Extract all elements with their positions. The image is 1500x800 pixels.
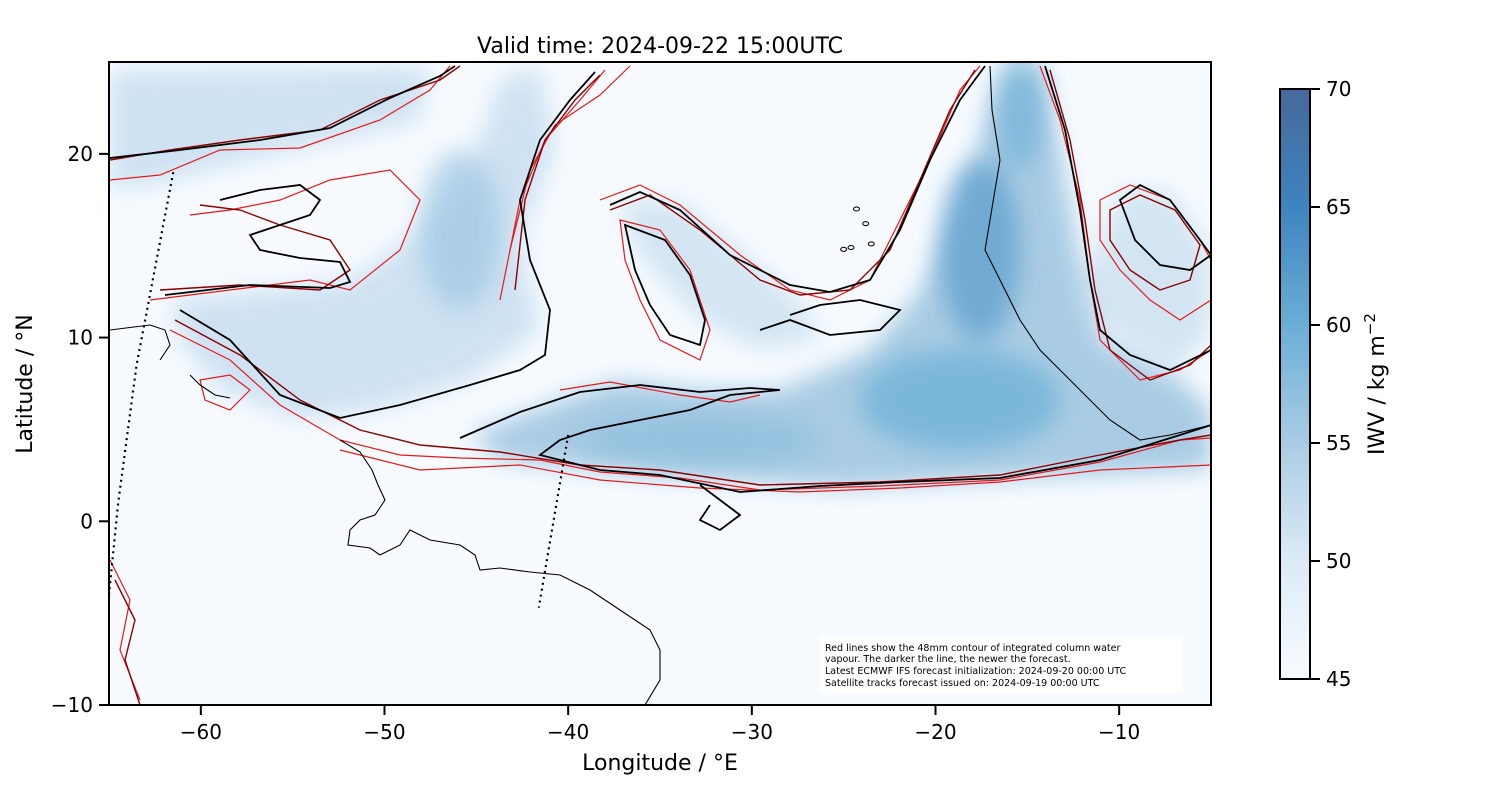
x-tick-label: −40: [547, 720, 589, 744]
y-tick-label: 20: [68, 142, 93, 166]
coastlines: [109, 65, 1211, 705]
darkred-contour-hook: [609, 69, 976, 296]
red-contour-east-blob: [1099, 184, 1211, 321]
annotation-background: [820, 637, 1183, 693]
x-tick-label: −30: [731, 720, 773, 744]
moisture-hook: [620, 200, 820, 350]
colorbar-label-exponent: −2: [1361, 313, 1379, 335]
x-tick-label: −20: [914, 720, 956, 744]
darkred-contour-west-lower: [174, 319, 1211, 486]
y-axis-label: Latitude / °N: [13, 314, 38, 453]
colorbar-label: IWV / kg m−2: [1361, 313, 1390, 455]
coastline-africa-west: [984, 65, 1211, 441]
darkred-contour-east-band: [1049, 69, 1211, 381]
x-axis-label: Longitude / °E: [582, 751, 738, 776]
darkred-contour-atlantic-ridge: [514, 74, 601, 291]
annotation-line-4: Satellite tracks forecast issued on: 202…: [825, 678, 1100, 689]
black-contour-west-upper: [109, 65, 456, 159]
x-tick-label: −60: [180, 720, 222, 744]
moisture-core-4: [420, 150, 500, 310]
moisture-core-1: [940, 160, 1020, 340]
red-contour-atlantic-ridge: [509, 65, 631, 251]
colorbar-fill: [1280, 89, 1310, 679]
iwv-field: Red lines show the 48mm contour of integ…: [109, 62, 1211, 705]
red-contour-hook-inner: [619, 219, 711, 361]
island: [853, 206, 861, 212]
iwv-maxima: [420, 62, 1060, 465]
darkred-contour-west-bottom: [114, 579, 141, 705]
black-contour-hook: [609, 65, 986, 293]
y-tick-label: 10: [68, 326, 93, 350]
cape-verde-islands: [840, 206, 875, 252]
colorbar-tick-label: 65: [1326, 195, 1351, 219]
red-contour-mid: [559, 381, 761, 403]
y-tick-label: 0: [80, 509, 93, 533]
y-tick-label: −10: [51, 693, 93, 717]
moisture-plume-west: [170, 66, 555, 420]
x-axis-ticks: −60 −50 −40 −30 −20 −10: [180, 705, 1140, 744]
moisture-core-2: [860, 350, 1060, 450]
colorbar-tick-label: 50: [1326, 549, 1351, 573]
black-contour-east-blob: [1118, 183, 1211, 271]
colorbar-frame: [1279, 88, 1311, 680]
black-contour-west-lower: [179, 71, 596, 419]
colorbar-tick-label: 70: [1326, 77, 1351, 101]
colorbar-tick-label: 45: [1326, 667, 1351, 691]
annotation-line-2: vapour. The darker the line, the newer t…: [825, 654, 1071, 665]
contours-latest: [109, 65, 1211, 532]
colorbar-label-text: IWV / kg m: [1365, 335, 1390, 455]
darkred-contour-east-blob: [1109, 194, 1201, 291]
map-panel: Red lines show the 48mm contour of integ…: [51, 61, 1212, 744]
annotation-line-1: Red lines show the 48mm contour of integ…: [825, 643, 1120, 654]
satellite-track: [109, 172, 175, 595]
moisture-core-3: [580, 415, 820, 465]
chart-title: Valid time: 2024-09-22 15:00UTC: [477, 34, 843, 59]
red-contour-islands: [199, 374, 251, 411]
black-contour-east-band: [1044, 65, 1211, 371]
red-contour-west-lower: [169, 329, 1211, 491]
colorbar: 45 50 55 60 65 70 IWV / kg m−2: [1279, 77, 1390, 691]
black-contour-southeast: [698, 484, 742, 532]
black-contour-equatorial-loop: [759, 299, 902, 336]
colorbar-ticks: 45 50 55 60 65 70: [1310, 77, 1351, 691]
map-frame: [108, 61, 1212, 706]
x-tick-label: −10: [1098, 720, 1140, 744]
black-contour-hook-inner: [623, 223, 706, 347]
moisture-core-5: [995, 62, 1045, 170]
red-contour-hook: [599, 65, 981, 301]
y-axis-ticks: −10 0 10 20: [51, 142, 109, 717]
annotation-line-3: Latest ECMWF IFS forecast initialization…: [825, 666, 1126, 677]
colorbar-tick-label: 60: [1326, 313, 1351, 337]
island: [867, 241, 875, 247]
island: [862, 221, 870, 227]
coastline-caribbean: [109, 324, 171, 361]
colorbar-tick-label: 55: [1326, 431, 1351, 455]
satellite-track: [537, 434, 570, 608]
coastline-caribbean-2: [189, 374, 231, 399]
annotation-box: Red lines show the 48mm contour of integ…: [820, 637, 1183, 693]
coastline-south-america: [339, 439, 661, 705]
island: [840, 246, 848, 252]
red-contour-west-mid: [149, 169, 421, 301]
black-contour-south-boundary: [459, 384, 1211, 493]
x-tick-label: −50: [363, 720, 405, 744]
red-contour-west-upper: [109, 65, 451, 181]
satellite-tracks: [109, 172, 570, 608]
moisture-plume-north-west: [110, 66, 430, 190]
red-contour-south-edge: [339, 449, 1211, 493]
island: [847, 245, 855, 251]
black-contour-west-mid: [164, 184, 352, 296]
